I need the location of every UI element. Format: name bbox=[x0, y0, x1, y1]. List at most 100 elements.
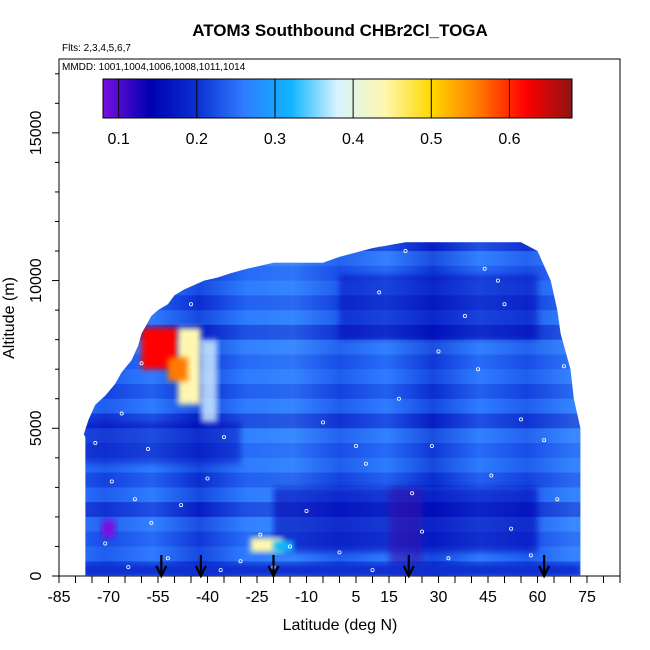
y-tick-label: 0 bbox=[28, 571, 45, 580]
flights-subtitle: Flts: 2,3,4,5,6,7 bbox=[62, 43, 131, 54]
colorbar-tick-label: 0.4 bbox=[342, 131, 364, 148]
sample-point bbox=[126, 565, 131, 570]
sample-point bbox=[482, 266, 487, 271]
sample-point bbox=[304, 509, 309, 514]
heatmap-stripe bbox=[83, 383, 581, 399]
heatmap-region-boundary-layer-dark bbox=[83, 564, 581, 576]
x-tick-label: 15 bbox=[380, 589, 398, 606]
sample-point bbox=[238, 559, 243, 564]
heatmap bbox=[83, 242, 581, 576]
x-tick-label: -40 bbox=[196, 589, 219, 606]
dates-subtitle: MMDD: 1001,1004,1006,1008,1011,1014 bbox=[62, 62, 246, 73]
x-tick-label: -70 bbox=[97, 589, 120, 606]
y-tick-label: 5000 bbox=[28, 410, 45, 446]
heatmap-stripe bbox=[83, 398, 581, 414]
sample-point bbox=[509, 526, 514, 531]
profile-arrow bbox=[267, 555, 280, 579]
sample-point bbox=[139, 361, 144, 366]
heatmap-dark-region bbox=[83, 422, 241, 464]
profile-arrow-head bbox=[538, 565, 551, 579]
y-axis: 0 5000 10000 15000 bbox=[28, 73, 59, 580]
sample-point bbox=[419, 529, 424, 534]
sample-point bbox=[287, 544, 292, 549]
sample-point bbox=[337, 550, 342, 555]
heatmap-dark-region bbox=[339, 274, 538, 340]
sample-point bbox=[489, 473, 494, 478]
y-tick-label: 15000 bbox=[28, 111, 45, 156]
x-tick-label: -25 bbox=[245, 589, 268, 606]
sample-point bbox=[132, 497, 137, 502]
profile-arrow-head bbox=[402, 565, 415, 579]
sample-point bbox=[320, 420, 325, 425]
sample-point bbox=[119, 411, 124, 416]
profile-arrow bbox=[402, 555, 415, 579]
colorbar-tick-label: 0.3 bbox=[264, 131, 286, 148]
heatmap-stripe bbox=[83, 251, 581, 266]
y-axis-label: Altitude (m) bbox=[1, 277, 18, 359]
sample-point bbox=[377, 290, 382, 295]
heatmap-purple-spot bbox=[101, 519, 116, 538]
x-tick-label: 45 bbox=[479, 589, 497, 606]
sample-point bbox=[561, 364, 566, 369]
profile-arrow bbox=[194, 555, 207, 579]
sample-point bbox=[410, 491, 415, 496]
sample-point bbox=[146, 446, 151, 451]
sample-point bbox=[495, 278, 500, 283]
heatmap-warm-edge bbox=[200, 339, 218, 423]
colorbar-tick-label: 0.2 bbox=[186, 131, 208, 148]
profile-arrow bbox=[155, 555, 168, 579]
sample-point bbox=[103, 541, 108, 546]
sample-point bbox=[353, 444, 358, 449]
sample-points bbox=[93, 249, 566, 573]
profile-arrow-head bbox=[194, 565, 207, 579]
x-tick-label: 60 bbox=[529, 589, 547, 606]
sample-point bbox=[502, 302, 507, 307]
x-tick-label: 5 bbox=[352, 589, 361, 606]
sample-point bbox=[109, 479, 114, 484]
heatmap-stripe bbox=[83, 242, 581, 252]
heatmap-cyan-spot bbox=[273, 540, 294, 553]
chart-title: ATOM3 Southbound CHBr2Cl_TOGA bbox=[192, 21, 488, 40]
colorbar-ticks: 0.1 0.2 0.3 0.4 0.5 0.6 bbox=[108, 79, 521, 148]
heatmap-dark-region bbox=[389, 487, 422, 576]
sample-point bbox=[165, 556, 170, 561]
sample-point bbox=[528, 553, 533, 558]
sample-point bbox=[446, 556, 451, 561]
x-axis-label: Latitude (deg N) bbox=[283, 617, 398, 634]
sample-point bbox=[221, 435, 226, 440]
sample-point bbox=[542, 438, 547, 443]
y-tick-label: 10000 bbox=[28, 258, 45, 303]
sample-point bbox=[218, 568, 223, 573]
heatmap-region-southern-warm-band bbox=[177, 327, 201, 405]
x-tick-label: 75 bbox=[578, 589, 596, 606]
sample-point bbox=[363, 461, 368, 466]
sample-point bbox=[436, 349, 441, 354]
sample-point bbox=[462, 314, 467, 319]
x-tick-label: -55 bbox=[146, 589, 169, 606]
sample-point bbox=[179, 503, 184, 508]
sample-point bbox=[396, 396, 401, 401]
x-tick-label: -85 bbox=[47, 589, 70, 606]
profile-arrow bbox=[538, 555, 551, 579]
sample-point bbox=[149, 520, 154, 525]
profile-arrow-head bbox=[267, 565, 280, 579]
heatmap-stripe bbox=[83, 369, 581, 384]
heatmap-stripe bbox=[83, 472, 581, 488]
profile-arrows bbox=[155, 555, 551, 579]
colorbar-tick-label: 0.5 bbox=[420, 131, 442, 148]
sample-point bbox=[429, 444, 434, 449]
sample-point bbox=[403, 249, 408, 254]
x-axis: -85 -70 -55 -40 -25 -10 5 15 30 45 60 75 bbox=[47, 576, 621, 606]
sample-point bbox=[188, 302, 193, 307]
colorbar-tick-label: 0.1 bbox=[108, 131, 130, 148]
sample-point bbox=[476, 367, 481, 372]
x-tick-label: -10 bbox=[295, 589, 318, 606]
colorbar bbox=[102, 78, 573, 119]
sample-point bbox=[205, 476, 210, 481]
sample-point bbox=[555, 497, 560, 502]
sample-point bbox=[258, 532, 263, 537]
heatmap-hotspot-orange bbox=[167, 357, 188, 382]
profile-arrow-head bbox=[155, 565, 168, 579]
x-tick-label: 30 bbox=[430, 589, 448, 606]
